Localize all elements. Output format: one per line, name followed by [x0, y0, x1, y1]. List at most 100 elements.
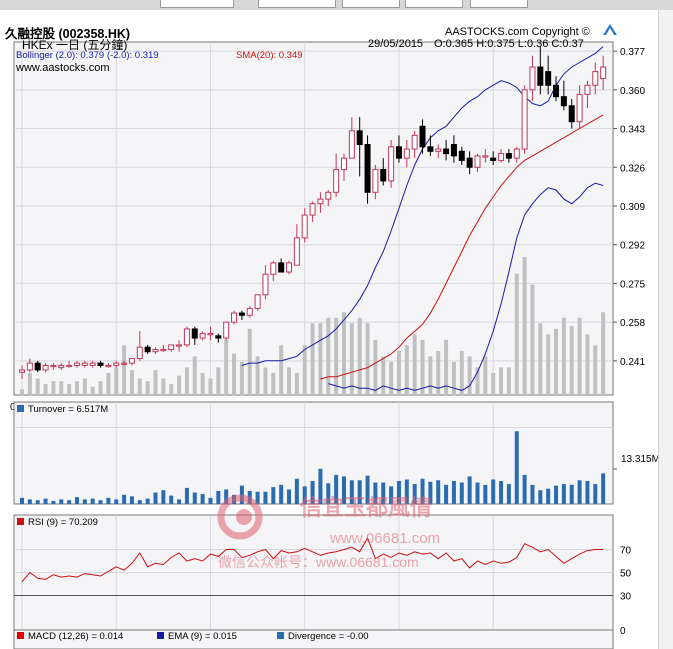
turnover-bar — [334, 474, 339, 504]
turnover-bar — [357, 480, 362, 504]
candle-body — [395, 146, 402, 159]
turnover-bar — [420, 478, 425, 504]
volume-bar — [522, 257, 527, 395]
candle-body — [356, 130, 363, 145]
candle-body — [254, 294, 261, 309]
turnover-bar — [200, 494, 205, 504]
turnover-bar — [27, 499, 32, 504]
volume-bar — [177, 375, 182, 395]
candle-body — [34, 362, 41, 371]
candle-body — [183, 328, 190, 346]
turnover-bar — [506, 484, 511, 504]
volume-bar — [59, 381, 64, 395]
candle-body — [215, 335, 222, 339]
toolbar-field-3[interactable] — [342, 0, 400, 8]
volume-bar — [224, 339, 229, 395]
turnover-bar — [444, 484, 449, 504]
turnover-bar — [114, 499, 119, 504]
candle-body — [73, 362, 80, 366]
candle-body — [411, 134, 418, 150]
volume-bar — [530, 284, 535, 395]
aastocks-logo-icon — [603, 24, 617, 35]
candle-body — [466, 157, 473, 168]
turnover-bar — [389, 486, 394, 504]
volume-bar — [412, 334, 417, 395]
turnover-bar — [177, 499, 182, 504]
volume-bar — [114, 367, 119, 395]
candle-body — [207, 333, 214, 336]
turnover-bar — [129, 496, 134, 504]
price-ytick-label: 0.275 — [620, 279, 645, 290]
candle-body — [262, 273, 269, 296]
volume-bar — [67, 383, 72, 395]
volume-bar — [420, 339, 425, 395]
volume-bar — [514, 273, 519, 395]
toolbar-field-4[interactable] — [405, 0, 463, 8]
volume-bar — [561, 317, 566, 395]
toolbar-field-5[interactable] — [470, 0, 528, 8]
turnover-bar — [396, 481, 401, 504]
candle-body — [97, 362, 104, 366]
candle-body — [176, 344, 183, 347]
stock-chart: 0.241 0.258 0.275 0.292 0.309 0.326 0.343 0.360… — [0, 10, 658, 649]
candle-body — [199, 333, 206, 339]
volume-bar — [271, 372, 276, 395]
turnover-bar — [475, 482, 480, 504]
candle-body — [450, 143, 457, 157]
turnover-bar — [381, 482, 386, 504]
candle-body — [482, 155, 489, 158]
candle-body — [144, 346, 151, 353]
volume-bar — [318, 323, 323, 395]
candle-body — [521, 89, 528, 150]
volume-bar — [247, 328, 252, 395]
turnover-bar — [326, 483, 331, 504]
sma-line — [320, 114, 604, 380]
candle-body — [545, 71, 552, 86]
price-ytick-label: 0.241 — [620, 357, 645, 368]
turnover-bar — [287, 489, 292, 504]
turnover-bar — [577, 480, 582, 504]
candle-body — [427, 146, 434, 152]
turnover-bar — [294, 478, 299, 504]
turnover-bar — [365, 475, 370, 504]
volume-bar — [27, 372, 32, 395]
turnover-bar — [279, 484, 284, 504]
toolbar-field-2[interactable] — [258, 0, 336, 8]
candle-body — [160, 348, 167, 352]
turnover-bar — [554, 485, 559, 504]
candle-body — [317, 198, 324, 205]
rsi-ytick-label: 30 — [620, 592, 632, 603]
ohlc-text: O:0.365 H:0.375 L:0.36 C:0.37 — [434, 38, 584, 50]
volume-bar — [122, 345, 127, 395]
candle-body — [26, 362, 33, 371]
candle-body — [128, 358, 135, 364]
turnover-bar — [263, 491, 268, 504]
volume-bar — [153, 370, 158, 395]
turnover-bar — [35, 500, 40, 504]
volume-bar — [538, 323, 543, 395]
volume-bar — [357, 317, 362, 395]
turnover-bar — [459, 482, 464, 504]
turnover-bar — [67, 500, 72, 504]
date-text: 29/05/2015 — [368, 38, 423, 50]
candle-body — [105, 364, 112, 368]
volume-bar — [137, 378, 142, 395]
toolbar-field-1[interactable] — [160, 0, 234, 8]
volume-bar — [554, 328, 559, 395]
volume-bar — [396, 350, 401, 395]
turnover-bar — [349, 480, 354, 504]
turnover-bar — [302, 486, 307, 504]
website-text: www.aastocks.com — [15, 62, 110, 74]
turnover-bar — [59, 499, 64, 504]
turnover-bar — [137, 500, 142, 504]
turnover-bar — [546, 488, 551, 504]
turnover-bar — [161, 490, 166, 504]
turnover-panel: Turnover = 6.517M 13.315M — [13, 401, 658, 505]
turnover-bar — [82, 499, 87, 504]
volume-bar — [404, 345, 409, 395]
volume-bar — [444, 339, 449, 395]
price-ytick-label: 0.309 — [620, 202, 645, 213]
turnover-bar — [341, 476, 346, 504]
turnover-bar — [569, 484, 574, 504]
volume-bar — [349, 323, 354, 395]
